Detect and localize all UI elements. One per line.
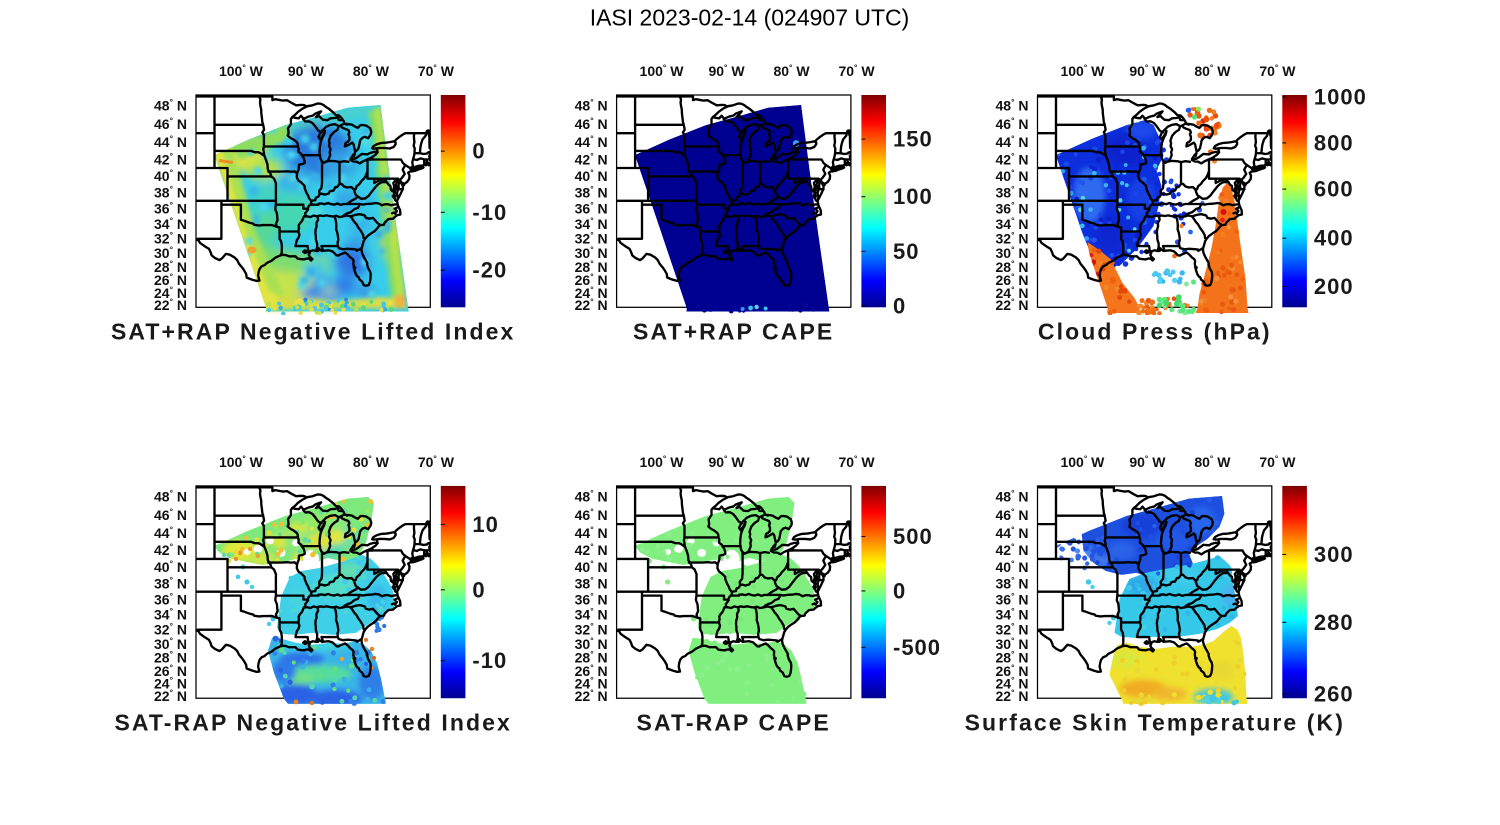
svg-text:100: 100 xyxy=(893,184,933,209)
svg-text:280: 280 xyxy=(1314,610,1354,635)
svg-text:-20: -20 xyxy=(472,258,507,283)
svg-text:IASI 2023-02-14 (024907 UTC): IASI 2023-02-14 (024907 UTC) xyxy=(590,5,910,31)
svg-text:300: 300 xyxy=(1314,542,1354,567)
svg-text:260: 260 xyxy=(1314,682,1354,707)
svg-text:-10: -10 xyxy=(472,200,507,225)
svg-text:Surface Skin Temperature (K): Surface Skin Temperature (K) xyxy=(965,709,1345,735)
svg-text:SAT-RAP Negative Lifted Index: SAT-RAP Negative Lifted Index xyxy=(114,709,511,735)
svg-text:SAT-RAP CAPE: SAT-RAP CAPE xyxy=(637,709,831,735)
svg-text:SAT+RAP CAPE: SAT+RAP CAPE xyxy=(633,319,834,345)
svg-text:0: 0 xyxy=(472,139,485,164)
svg-text:800: 800 xyxy=(1314,130,1354,155)
svg-text:0: 0 xyxy=(893,294,906,319)
svg-text:400: 400 xyxy=(1314,226,1354,251)
svg-text:150: 150 xyxy=(893,127,933,152)
svg-text:1000: 1000 xyxy=(1314,85,1367,110)
svg-text:600: 600 xyxy=(1314,177,1354,202)
svg-text:500: 500 xyxy=(893,524,933,549)
svg-text:SAT+RAP Negative Lifted Index: SAT+RAP Negative Lifted Index xyxy=(111,319,516,345)
svg-text:Cloud Press (hPa): Cloud Press (hPa) xyxy=(1038,319,1272,345)
svg-text:-10: -10 xyxy=(472,648,507,673)
svg-text:10: 10 xyxy=(472,512,498,537)
svg-text:0: 0 xyxy=(893,578,906,603)
svg-text:0: 0 xyxy=(472,577,485,602)
svg-text:-500: -500 xyxy=(893,635,941,660)
svg-text:50: 50 xyxy=(893,239,919,264)
svg-text:200: 200 xyxy=(1314,274,1354,299)
